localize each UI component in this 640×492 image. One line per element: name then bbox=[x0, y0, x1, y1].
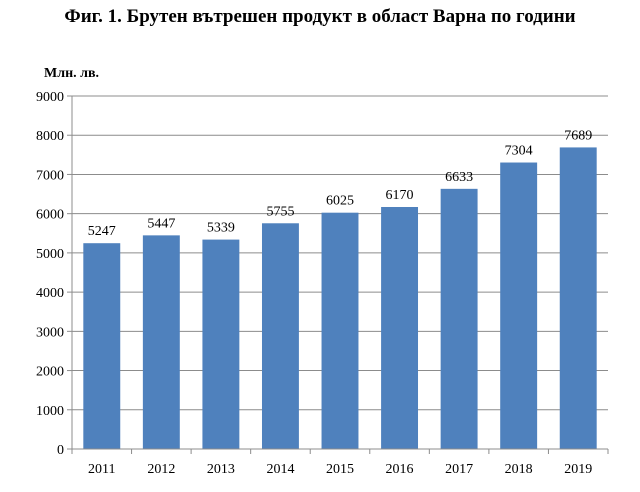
x-tick-label-2018: 2018 bbox=[505, 462, 533, 477]
bar-2013 bbox=[202, 239, 240, 449]
bar-2014 bbox=[261, 223, 299, 449]
x-tick-label-2019: 2019 bbox=[564, 462, 592, 477]
x-tick-label-2016: 2016 bbox=[386, 462, 414, 477]
x-tick-label-2015: 2015 bbox=[326, 462, 354, 477]
data-label-2019: 7689 bbox=[564, 128, 592, 143]
y-tick-label: 4000 bbox=[36, 286, 64, 301]
y-tick-label: 5000 bbox=[36, 247, 64, 262]
data-label-2013: 5339 bbox=[207, 221, 235, 236]
x-tick-label-2012: 2012 bbox=[147, 462, 175, 477]
y-tick-label: 9000 bbox=[36, 90, 64, 105]
bars bbox=[83, 147, 597, 450]
bar-2019 bbox=[559, 147, 597, 449]
y-tick-label: 6000 bbox=[36, 208, 64, 223]
bar-2011 bbox=[83, 243, 121, 449]
y-tick-label: 7000 bbox=[36, 168, 64, 183]
y-axis-unit-label: Млн. лв. bbox=[44, 66, 100, 81]
data-label-2018: 7304 bbox=[505, 144, 533, 159]
bar-2015 bbox=[321, 212, 359, 449]
data-label-2015: 6025 bbox=[326, 194, 354, 209]
x-tick-label-2013: 2013 bbox=[207, 462, 235, 477]
x-tick-labels: 2011 2012 2013 2014 2015 2016 2017 2018 2019 bbox=[88, 462, 592, 477]
y-tick-labels: 0 1000 2000 3000 4000 5000 6000 7000 8000 9000 bbox=[36, 90, 64, 458]
data-label-2016: 6170 bbox=[386, 188, 414, 203]
bar-2012 bbox=[142, 235, 180, 449]
bar-2017 bbox=[440, 188, 478, 450]
y-tick-label: 2000 bbox=[36, 365, 64, 380]
y-tick-label: 1000 bbox=[36, 404, 64, 419]
data-label-2012: 5447 bbox=[147, 216, 175, 231]
data-label-2011: 5247 bbox=[88, 224, 116, 239]
y-tick-label: 0 bbox=[57, 443, 64, 458]
bar-2018 bbox=[500, 162, 538, 450]
data-label-2017: 6633 bbox=[445, 170, 473, 185]
x-tick-label-2017: 2017 bbox=[445, 462, 473, 477]
y-tick-label: 3000 bbox=[36, 325, 64, 340]
data-label-2014: 5755 bbox=[266, 204, 294, 219]
chart-title: Фиг. 1. Брутен вътрешен продукт в област… bbox=[64, 6, 576, 27]
bar-2016 bbox=[381, 206, 419, 449]
y-tick-label: 8000 bbox=[36, 129, 64, 144]
data-labels: 5247 5447 5339 5755 6025 6170 6633 7304 7689 bbox=[88, 128, 592, 239]
x-tick-label-2011: 2011 bbox=[88, 462, 115, 477]
x-tick-label-2014: 2014 bbox=[266, 462, 294, 477]
axes bbox=[67, 95, 609, 454]
